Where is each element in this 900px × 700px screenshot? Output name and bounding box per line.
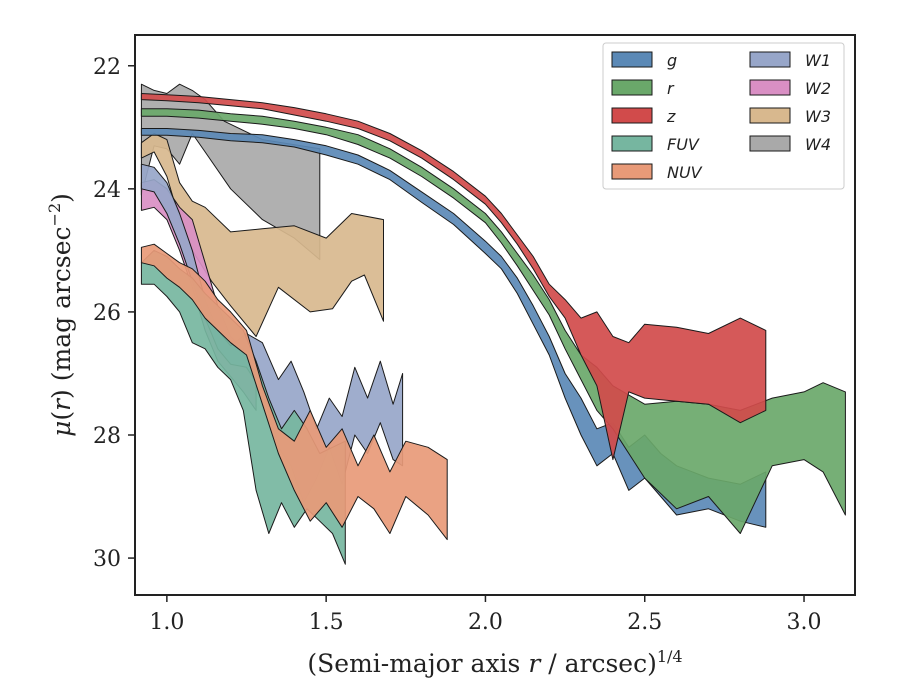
bands-layer <box>140 83 846 565</box>
band-z <box>140 93 767 461</box>
legend-label-FUV: FUV <box>667 135 700 154</box>
x-axis-label: (Semi-major axis r / arcsec)1/4 <box>307 647 682 678</box>
band-NUV <box>140 243 448 541</box>
legend-label-W3: W3 <box>805 107 831 126</box>
x-tick-label: 3.0 <box>787 610 822 635</box>
x-tick-label: 2.0 <box>468 610 503 635</box>
y-tick-label: 26 <box>93 301 121 326</box>
band-r <box>140 108 846 534</box>
y-tick-label: 28 <box>93 424 121 449</box>
legend-label-W4: W4 <box>805 135 831 154</box>
x-tick-label: 1.5 <box>309 610 344 635</box>
legend-swatch-W1 <box>749 51 791 68</box>
legend-swatch-W4 <box>749 135 791 152</box>
legend-label-W2: W2 <box>805 79 831 98</box>
legend-label-z: z <box>666 107 676 126</box>
legend-swatch-W2 <box>749 79 791 96</box>
legend-swatch-r <box>611 79 653 96</box>
y-tick-label: 24 <box>93 178 121 203</box>
legend-swatch-W3 <box>749 107 791 124</box>
legend-swatch-NUV <box>611 163 653 180</box>
y-tick-label: 22 <box>93 55 121 80</box>
y-axis-label: μ(r) (mag arcsec−2) <box>45 193 76 437</box>
legend-label-W1: W1 <box>805 51 831 70</box>
plot-frame <box>134 34 856 596</box>
y-tick-label: 30 <box>93 547 121 572</box>
x-axis-ticks: 1.0 1.5 2.0 2.5 3.0 <box>149 595 822 635</box>
legend-label-g: g <box>667 51 677 70</box>
legend-swatch-FUV <box>611 135 653 152</box>
legend: grz FUV NUV W1 W2 W3 W4 <box>602 42 845 190</box>
y-axis-ticks: 22 24 26 28 30 <box>93 55 135 572</box>
x-tick-label: 1.0 <box>149 610 184 635</box>
legend-swatch-g <box>611 51 653 68</box>
x-tick-label: 2.5 <box>627 610 662 635</box>
legend-swatch-z <box>611 107 653 124</box>
legend-label-NUV: NUV <box>667 163 703 182</box>
legend-label-r: r <box>667 79 675 98</box>
